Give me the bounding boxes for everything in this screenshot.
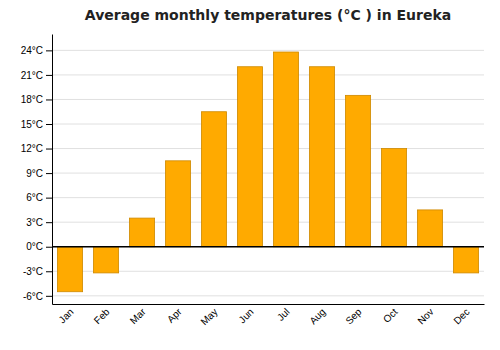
tick: Aug — [307, 306, 327, 326]
tick-label: 12°C — [21, 143, 43, 154]
tick: 18°C — [21, 94, 52, 105]
tick-label: May — [199, 306, 220, 327]
tick: Oct — [381, 306, 400, 325]
tick-label: 9°C — [26, 168, 43, 179]
tick-label: Jul — [275, 306, 292, 323]
tick-label: 24°C — [21, 45, 43, 56]
tick-mark — [46, 271, 52, 272]
tick-mark — [46, 149, 52, 150]
tick-mark — [46, 99, 52, 100]
bar — [93, 247, 118, 273]
tick-label: 15°C — [21, 119, 43, 130]
tick: 12°C — [21, 143, 52, 154]
tick-label: 0°C — [26, 241, 43, 252]
y-axis: -6°C -3°C 0°C 3°C 6°C 9°C 12°C 15°C 18°C 21°C 24°C — [21, 35, 53, 305]
grid-line — [52, 124, 484, 125]
bar — [165, 161, 190, 247]
tick-mark — [46, 173, 52, 174]
tick: Jul — [275, 306, 292, 323]
tick: Sep — [343, 306, 364, 327]
tick-label: Sep — [343, 306, 364, 327]
bar — [273, 52, 298, 247]
grid-line — [52, 295, 484, 296]
tick-label: Jun — [236, 306, 255, 325]
tick-label: Oct — [381, 306, 400, 325]
bar — [57, 247, 82, 292]
tick: Mar — [128, 306, 148, 326]
bar — [417, 210, 442, 247]
tick: -3°C — [23, 266, 52, 277]
bar — [345, 95, 370, 246]
plot: -6°C -3°C 0°C 3°C 6°C 9°C 12°C 15°C 18°C 21°C 24°C… — [21, 35, 485, 328]
tick-label: Feb — [92, 306, 112, 326]
x-axis: Jan Feb Mar Apr May Jun Jul Aug Sep Oct Nov Dec — [53, 305, 485, 328]
tick: Feb — [92, 306, 112, 326]
tick-label: -6°C — [23, 291, 43, 302]
bars — [57, 52, 478, 292]
tick: Jun — [236, 306, 255, 325]
tick-mark — [46, 222, 52, 223]
tick-label: 18°C — [21, 94, 43, 105]
tick: 24°C — [21, 45, 52, 56]
bar — [201, 112, 226, 247]
grid-line — [52, 197, 484, 198]
tick-label: 6°C — [26, 192, 43, 203]
tick-label: 21°C — [21, 70, 43, 81]
tick: Jan — [56, 306, 75, 325]
axis-line — [53, 304, 485, 305]
title: Average monthly temperatures (°C ) in Eu… — [85, 7, 451, 23]
tick-mark — [46, 198, 52, 199]
tick: 15°C — [21, 119, 52, 130]
tick: Nov — [415, 306, 435, 326]
chart: -6°C -3°C 0°C 3°C 6°C 9°C 12°C 15°C 18°C 21°C 24°C… — [0, 0, 500, 350]
grid — [52, 50, 484, 295]
bar — [129, 218, 154, 247]
bar — [237, 67, 262, 247]
grid-line — [52, 148, 484, 149]
tick-label: Jan — [56, 306, 75, 325]
tick-label: -3°C — [23, 266, 43, 277]
tick: 3°C — [26, 217, 52, 228]
grid-line — [52, 173, 484, 174]
bar — [381, 149, 406, 247]
tick: Apr — [165, 306, 184, 325]
grid-line — [52, 99, 484, 100]
tick: 6°C — [26, 192, 52, 203]
tick: 21°C — [21, 70, 52, 81]
tick-label: Aug — [307, 306, 327, 326]
bar — [309, 67, 334, 247]
tick: -6°C — [23, 291, 52, 302]
tick: 0°C — [26, 241, 52, 252]
tick: 9°C — [26, 168, 52, 179]
tick-mark — [46, 247, 52, 248]
grid-line — [52, 246, 484, 247]
bar — [453, 247, 478, 273]
tick: Dec — [451, 306, 471, 326]
tick-label: Nov — [415, 306, 435, 326]
tick-label: Mar — [128, 306, 148, 326]
tick-mark — [46, 124, 52, 125]
tick-mark — [46, 75, 52, 76]
axis-line — [52, 35, 53, 305]
baseline — [52, 246, 484, 248]
tick-label: 3°C — [26, 217, 43, 228]
tick-mark — [46, 296, 52, 297]
tick-mark — [46, 50, 52, 51]
tick-label: Apr — [165, 306, 184, 325]
tick-label: Dec — [451, 306, 471, 326]
grid-line — [52, 74, 484, 75]
grid-line — [52, 50, 484, 51]
tick: May — [199, 306, 220, 327]
